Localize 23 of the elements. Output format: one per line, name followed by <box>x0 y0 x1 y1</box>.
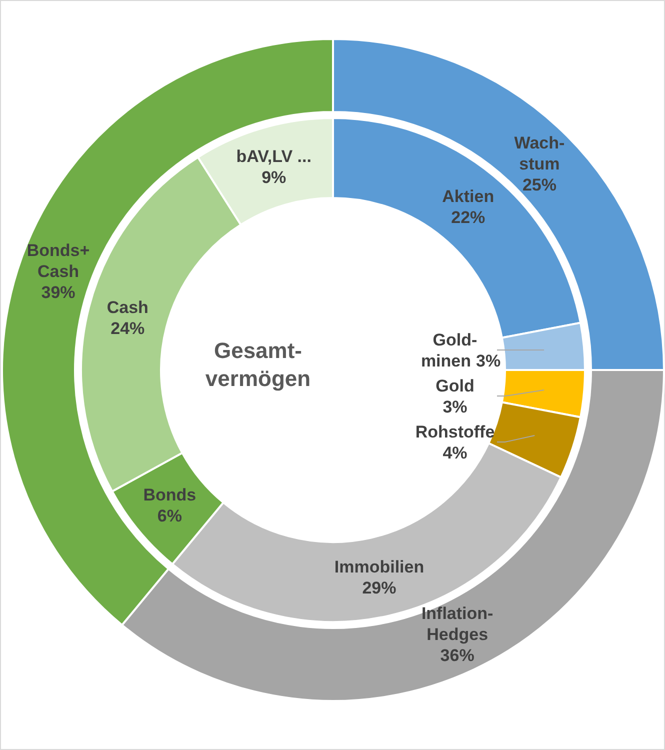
data-label: 22% <box>451 208 486 228</box>
slice-label: bAV,LV ... <box>236 146 312 166</box>
text: Gesamt- vermögen <box>205 338 311 391</box>
slice-label: Wach- stum <box>514 134 565 174</box>
slice-label: Immobilien <box>334 557 424 576</box>
data-label: 25% <box>522 176 556 195</box>
slice-label: Rohstoffe <box>415 422 495 442</box>
data-label: 6% <box>157 506 182 526</box>
slice-label: Bonds <box>143 486 196 505</box>
slice-label: Cash <box>106 298 148 317</box>
slice-label: Aktien <box>442 187 494 206</box>
slice-label: Bonds+ Cash <box>26 241 90 282</box>
slice-label: Gold <box>436 376 474 396</box>
data-label: 24% <box>110 318 145 338</box>
data-label: 39% <box>41 283 76 302</box>
data-label: 3% <box>476 352 501 371</box>
data-label: 3% <box>442 398 468 417</box>
data-label: 36% <box>440 646 474 666</box>
data-label: 4% <box>442 444 468 463</box>
data-label: 9% <box>262 168 286 187</box>
slice-label: Gold- minen <box>420 330 478 371</box>
data-label: 29% <box>362 578 396 598</box>
slice-label: Inflation- Hedges <box>421 604 494 644</box>
